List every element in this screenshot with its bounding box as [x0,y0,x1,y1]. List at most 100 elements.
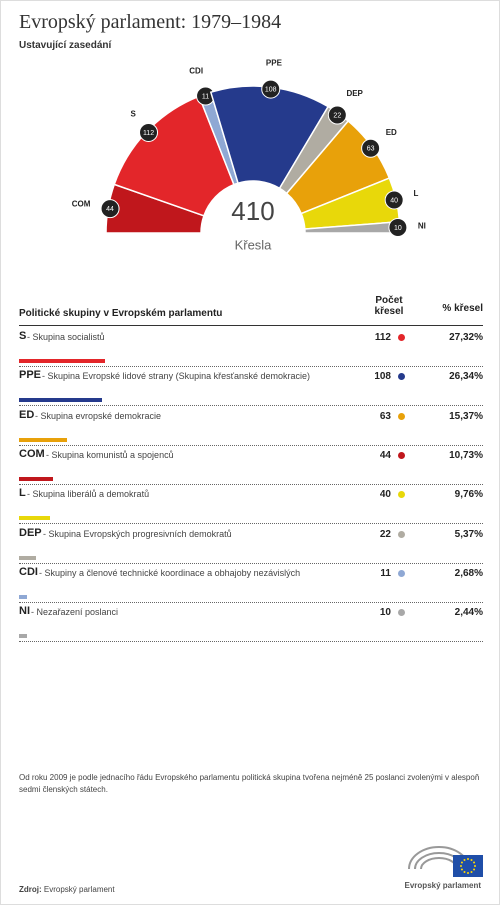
percent: 2,68% [454,567,483,579]
star [463,871,466,874]
total-label: Křesla [235,237,273,252]
group-abbr: COM [19,447,45,460]
color-dot [398,609,405,617]
source-label: Zdroj: [19,885,42,894]
badge-value: 40 [390,197,398,204]
badge-value: 112 [143,130,154,137]
table-row: LSkupina liberálů a demokratů 40 9,76% [19,484,483,525]
seat-segment [113,95,235,217]
logo: Evropský parlament [405,846,483,890]
color-dot [398,412,405,420]
group-abbr: DEP [19,526,42,539]
seats: 108 [374,371,391,383]
star [470,871,473,874]
header-cell: % křesel [442,303,483,314]
color-dot [398,530,405,538]
percent: 15,37% [449,410,483,422]
seat-bar [19,634,27,639]
badge [384,190,404,210]
segment-label: CDI [189,67,203,76]
group-name: Skupina Evropských progresivních demokra… [43,529,232,539]
chart: 44 COM 112 S 11 CDI 108 PPE 22 DEP 63 ED 40 L 10 NI 410 K… [72,58,426,281]
seats: 11 [380,567,391,579]
seat-bar [19,359,105,363]
segment-label: DEP [346,89,363,98]
group-abbr: PPE [19,369,42,382]
table-row: CDISkupiny a členové technické koordinac… [19,563,483,603]
seat-bar [19,437,68,442]
percent: 5,37% [454,528,483,540]
badge-value: 10 [394,225,402,232]
percent: 9,76% [454,489,483,501]
star [474,865,476,867]
segment-label: NI [418,222,426,231]
seats: 44 [379,449,391,461]
seat-bar [19,398,102,403]
star [473,861,476,864]
badge-value: 11 [202,93,209,100]
percent: 2,44% [454,607,483,619]
group-abbr: ED [19,408,35,421]
title: Evropský parlament: 1979–1984 [19,11,282,33]
seats: 112 [374,332,391,343]
badge-value: 63 [367,146,375,153]
star [460,868,463,871]
badge [327,105,347,125]
star [473,868,476,871]
color-dot [398,491,405,499]
table-row: COMSkupina komunistů a spojenců 44 10,73% [19,445,483,485]
seat-bar [19,555,36,560]
group-abbr: CDI [19,565,38,578]
badge [139,122,159,142]
star [467,872,469,874]
segment-label: L [414,189,419,198]
segment-label: PPE [266,58,283,67]
badge-value: 44 [106,206,114,213]
footnote: Od roku 2009 je podle jednacího řádu Evr… [19,773,480,794]
seat-segment [209,85,330,190]
badge-value: 22 [333,112,341,119]
color-dot [398,451,405,459]
seats: 22 [379,528,391,540]
segment-label: S [130,110,136,119]
group-name: Skupina liberálů a demokratů [27,489,150,499]
badge-value: 108 [265,86,277,93]
table-row: PPESkupina Evropské lidové strany (Skupi… [19,366,483,407]
table-row: NINezařazení poslanci 10 2,44% [19,602,483,643]
seat-bar [19,476,53,481]
star [463,858,466,861]
seat-bar [19,594,28,599]
badge [261,79,281,99]
table-row: EDSkupina evropské demokracie 63 15,37% [19,406,483,446]
seats: 40 [379,489,391,501]
header-cell: Politické skupiny v Evropském parlamentu [19,308,223,319]
segment-label: COM [72,199,91,208]
group-name: Skupina evropské demokracie [35,411,162,421]
group-abbr: L [19,487,26,500]
color-dot [398,569,405,577]
badge [388,217,408,237]
table-row: DEPSkupina Evropských progresivních demo… [19,524,483,564]
percent: 27,32% [449,332,483,343]
group-name: Skupiny a členové technické koordinace a… [39,568,301,578]
total: 410 [231,196,274,226]
table-header: Politické skupiny v Evropském parlamentu… [19,295,483,326]
group-abbr: NI [19,605,30,618]
source: Zdroj: Evropský parlament [19,885,115,894]
subtitle: Ustavující zasedání [19,40,112,51]
seat-bar [19,516,50,521]
percent: 10,73% [449,449,483,461]
center [202,182,304,281]
star [470,858,473,861]
color-dot [398,334,405,341]
star [460,861,463,864]
source-text: Evropský parlament [43,885,115,894]
badge [100,199,120,219]
header-cell: Počet křesel [374,295,404,317]
star [467,858,469,860]
seats: 10 [379,607,391,619]
table-row: SSkupina socialistů 112 27,32% [19,327,483,367]
group-name: Nezařazení poslanci [31,607,119,617]
badge [361,138,381,158]
